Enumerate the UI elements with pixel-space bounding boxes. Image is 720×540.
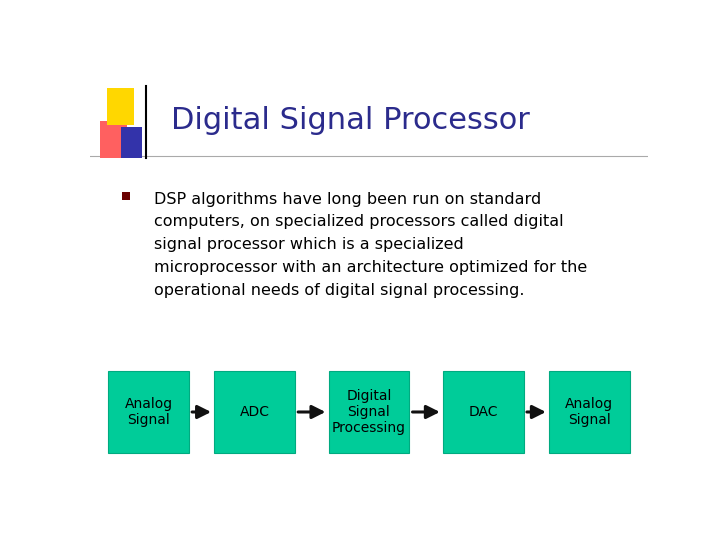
Text: DAC: DAC [469, 405, 498, 419]
Text: DSP algorithms have long been run on standard: DSP algorithms have long been run on sta… [154, 192, 541, 207]
FancyBboxPatch shape [121, 127, 142, 158]
Text: computers, on specialized processors called digital: computers, on specialized processors cal… [154, 214, 564, 230]
Text: Analog
Signal: Analog Signal [125, 397, 173, 427]
Text: signal processor which is a specialized: signal processor which is a specialized [154, 238, 464, 252]
Text: operational needs of digital signal processing.: operational needs of digital signal proc… [154, 283, 525, 298]
Text: microprocessor with an architecture optimized for the: microprocessor with an architecture opti… [154, 260, 588, 275]
FancyBboxPatch shape [108, 372, 189, 453]
Text: Digital
Signal
Processing: Digital Signal Processing [332, 389, 406, 435]
Text: Digital Signal Processor: Digital Signal Processor [171, 106, 530, 136]
FancyBboxPatch shape [328, 372, 410, 453]
FancyBboxPatch shape [100, 121, 127, 158]
FancyBboxPatch shape [214, 372, 295, 453]
Text: ADC: ADC [240, 405, 269, 419]
FancyBboxPatch shape [122, 192, 130, 200]
FancyBboxPatch shape [107, 87, 133, 125]
Text: Analog
Signal: Analog Signal [565, 397, 613, 427]
FancyBboxPatch shape [443, 372, 524, 453]
FancyBboxPatch shape [549, 372, 630, 453]
